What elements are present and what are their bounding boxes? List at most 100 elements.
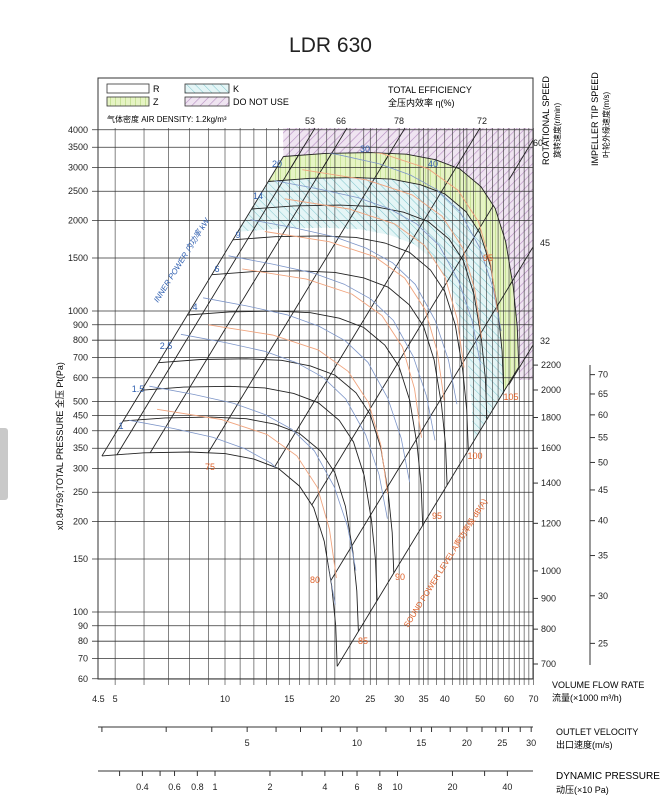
legend-swatch-k bbox=[184, 83, 230, 94]
legend: R Z K DO NOT USE 气体密度 AIR DENSITY: 1.2kg… bbox=[106, 83, 472, 124]
efficiency-title-cn: 全压内效率 η(%) bbox=[388, 97, 455, 108]
y-tick-label: 4000 bbox=[68, 125, 88, 135]
efficiency-line-upper bbox=[508, 139, 534, 181]
power-curve bbox=[149, 385, 357, 571]
x-axis-title: VOLUME FLOW RATE bbox=[552, 680, 644, 690]
outlet-velocity-tick-label: 10 bbox=[352, 738, 362, 748]
x-tick-label: 40 bbox=[440, 694, 450, 704]
outlet-velocity-tick-label: 15 bbox=[416, 738, 426, 748]
fan-curve-900rpm bbox=[141, 385, 378, 601]
zone-do-not-use bbox=[283, 128, 533, 380]
dynamic-pressure-tick-label: 0.6 bbox=[168, 782, 181, 792]
y-tick-label: 400 bbox=[73, 426, 88, 436]
y-tick-label: 1000 bbox=[68, 306, 88, 316]
dynamic-pressure-tick-label: 0.4 bbox=[136, 782, 149, 792]
inner-power-label: 40 bbox=[428, 159, 438, 169]
dynamic-pressure-tick-label: 20 bbox=[447, 782, 457, 792]
y-tick-label: 500 bbox=[73, 397, 88, 407]
tip-speed-tick-label: 70 bbox=[598, 370, 608, 380]
rotational-speed-tick-label: 900 bbox=[541, 593, 556, 603]
efficiency-line bbox=[101, 152, 316, 667]
inner-power-label: 14 bbox=[253, 191, 263, 201]
y-tick-label: 2500 bbox=[68, 186, 88, 196]
rotational-speed-tick-label: 2200 bbox=[541, 360, 561, 370]
y-tick-label: 200 bbox=[73, 516, 88, 526]
x-tick-label: 5 bbox=[113, 694, 118, 704]
efficiency-label: 60 bbox=[533, 138, 543, 148]
fan-curve-1000rpm bbox=[158, 358, 395, 574]
power-curve bbox=[274, 180, 481, 366]
inner-power-label: 20 bbox=[272, 159, 282, 169]
efficiency-line-upper bbox=[455, 127, 481, 169]
dynamic-pressure-title-cn: 动压(×10 Pa) bbox=[556, 785, 609, 795]
efficiency-label: 45 bbox=[540, 238, 550, 248]
rotational-speed-tick-label: 800 bbox=[541, 624, 556, 634]
y-tick-label: 80 bbox=[78, 636, 88, 646]
chart-frame bbox=[97, 77, 534, 680]
tip-speed-tick-label: 50 bbox=[598, 457, 608, 467]
dynamic-pressure-title: DYNAMIC PRESSURE bbox=[556, 771, 660, 782]
sound-level-curve bbox=[264, 231, 445, 401]
y-axis-title: x0.84759;TOTAL PRESSURE 全压 Pt(Pa) bbox=[54, 362, 65, 530]
sound-level-label: 75 bbox=[205, 462, 215, 472]
efficiency-title: TOTAL EFFICIENCY bbox=[388, 85, 472, 95]
efficiency-line bbox=[101, 152, 348, 667]
power-curve bbox=[180, 333, 388, 519]
efficiency-label: 66 bbox=[336, 116, 346, 126]
side-panel-handle[interactable] bbox=[0, 428, 8, 500]
tip-speed-tick-label: 30 bbox=[598, 591, 608, 601]
sound-level-label: 95 bbox=[483, 253, 493, 263]
tip-speed-tick-label: 25 bbox=[598, 638, 608, 648]
tip-speed-tick-label: 35 bbox=[598, 551, 608, 561]
fan-curve-1400rpm bbox=[211, 270, 448, 486]
tip-speed-tick-label: 65 bbox=[598, 389, 608, 399]
legend-label-do-not-use: DO NOT USE bbox=[233, 97, 289, 107]
rotational-speed-tick-label: 1000 bbox=[541, 566, 561, 576]
chart-title: LDR 630 bbox=[289, 34, 372, 57]
fan-curve-700rpm bbox=[101, 451, 338, 667]
efficiency-label: 78 bbox=[394, 116, 404, 126]
fan-curve-1600rpm bbox=[232, 235, 469, 451]
legend-swatch-do-not-use bbox=[184, 96, 230, 107]
rotational-speed-tick-label: 1200 bbox=[541, 518, 561, 528]
power-curve bbox=[228, 255, 436, 441]
x-tick-label: 4.5 bbox=[92, 694, 105, 704]
x-tick-label: 60 bbox=[504, 694, 514, 704]
y-tick-label: 150 bbox=[73, 554, 88, 564]
dynamic-pressure-tick-label: 0.8 bbox=[191, 782, 204, 792]
outlet-velocity-title: OUTLET VELOCITY bbox=[556, 727, 638, 737]
efficiency-line-upper bbox=[290, 127, 316, 169]
legend-swatch-r bbox=[106, 83, 150, 94]
inner-power-label: 2.5 bbox=[160, 341, 173, 351]
x-tick-label: 15 bbox=[284, 694, 294, 704]
outlet-velocity-tick-label: 20 bbox=[462, 738, 472, 748]
rotational-speed-tick-label: 1400 bbox=[541, 478, 561, 488]
legend-label-z: Z bbox=[153, 97, 159, 107]
y-tick-label: 3500 bbox=[68, 142, 88, 152]
fan-curve-2200rpm bbox=[283, 152, 520, 367]
zone-k bbox=[237, 177, 504, 443]
y-tick-label: 3000 bbox=[68, 162, 88, 172]
y-tick-label: 300 bbox=[73, 463, 88, 473]
outlet-velocity-tick-label: 5 bbox=[245, 738, 250, 748]
inner-power-title: INNER POWER 内功率 kW bbox=[152, 216, 212, 305]
legend-label-k: K bbox=[233, 84, 239, 94]
sound-level-label: 105 bbox=[503, 392, 518, 402]
rotational-speed-title: ROTATIONAL SPEED bbox=[541, 76, 551, 165]
y-tick-label: 450 bbox=[73, 410, 88, 420]
sound-level-curve bbox=[157, 408, 337, 579]
rotational-speed-tick-label: 700 bbox=[541, 659, 556, 669]
right-boundary-line bbox=[336, 366, 520, 667]
x-tick-label: 30 bbox=[394, 694, 404, 704]
sound-power-title: SOUND POWER LEVEL A声功率级 dB(A) bbox=[401, 496, 489, 629]
efficiency-line-upper bbox=[508, 344, 534, 386]
efficiency-line-upper bbox=[380, 127, 406, 169]
power-curve bbox=[250, 219, 458, 405]
outlet-velocity-tick-label: 25 bbox=[497, 738, 507, 748]
legend-swatch-z bbox=[106, 96, 150, 107]
sound-level-curve bbox=[318, 152, 498, 313]
dynamic-pressure-tick-label: 40 bbox=[502, 782, 512, 792]
x-tick-label: 70 bbox=[528, 694, 538, 704]
x-tick-label: 25 bbox=[365, 694, 375, 704]
